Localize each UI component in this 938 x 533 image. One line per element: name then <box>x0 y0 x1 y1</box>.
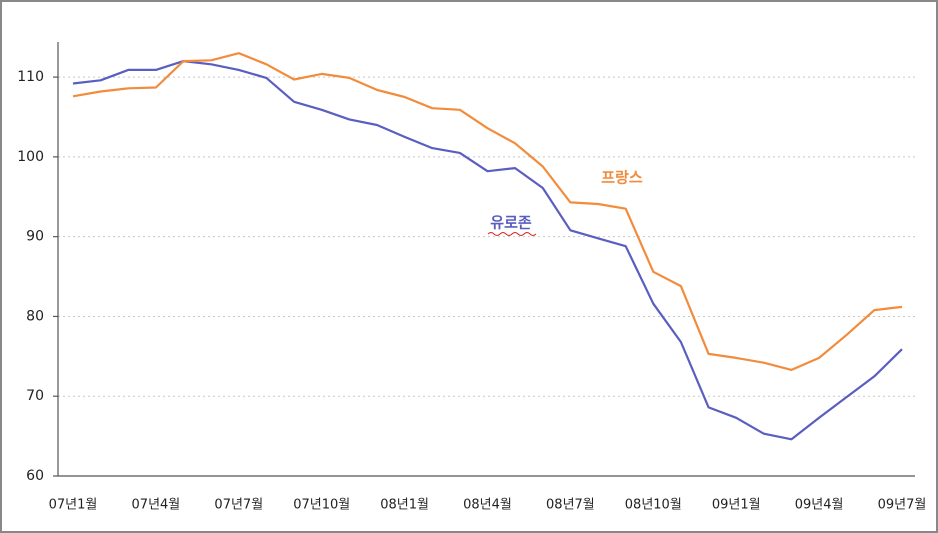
x-tick-label: 09년4월 <box>795 498 844 513</box>
y-tick-label: 90 <box>26 229 44 245</box>
x-tick-label: 08년4월 <box>463 498 512 513</box>
x-tick-label: 07년1월 <box>49 498 98 513</box>
label-underline <box>487 232 537 236</box>
y-tick-label: 70 <box>26 388 44 404</box>
x-tick-label: 09년7월 <box>878 498 927 513</box>
y-tick-label: 80 <box>26 308 44 324</box>
series-label: 프랑스 <box>601 169 643 187</box>
x-tick-label: 07년10월 <box>293 498 350 513</box>
x-tick-label: 07년4월 <box>132 498 181 513</box>
x-tick-label: 08년7월 <box>546 498 595 513</box>
x-tick-label: 08년1월 <box>380 498 429 513</box>
y-tick-label: 100 <box>17 149 44 165</box>
series-line <box>72 52 903 371</box>
y-tick-label: 60 <box>26 468 44 484</box>
x-tick-label: 08년10월 <box>625 498 682 513</box>
y-tick-label: 110 <box>17 69 44 85</box>
x-tick-label: 09년1월 <box>712 498 761 513</box>
series-line <box>72 60 903 441</box>
x-tick-label: 07년7월 <box>214 498 263 513</box>
series-label: 유로존 <box>490 214 532 232</box>
